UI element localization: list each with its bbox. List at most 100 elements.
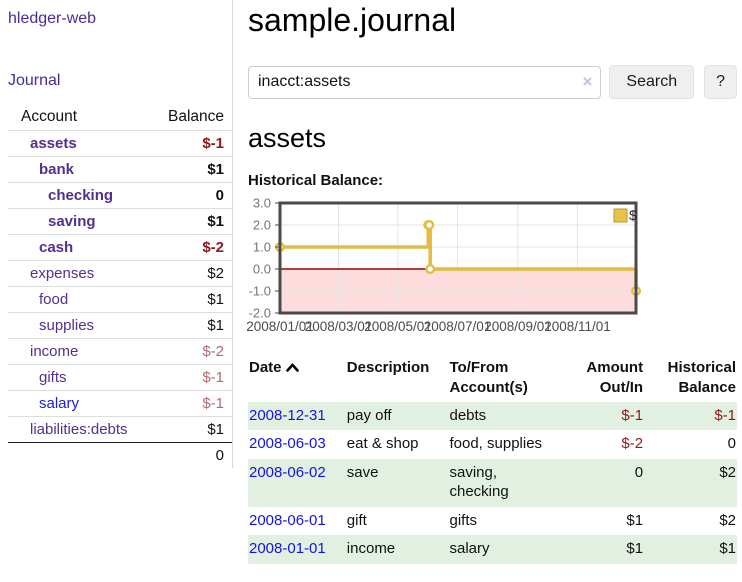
account-link[interactable]: expenses: [30, 265, 95, 282]
accounts-header-balance: Balance: [167, 108, 224, 125]
svg-text:2.0: 2.0: [253, 218, 271, 233]
transaction-description: eat & shop: [346, 435, 419, 453]
transaction-description: income: [345, 535, 449, 564]
accounts-header-row: Account Balance: [8, 104, 232, 131]
chart-title: Historical Balance:: [248, 172, 384, 189]
account-row: checking 0: [8, 182, 232, 209]
accounts-header-account: Account: [21, 108, 78, 125]
account-balance: $-2: [202, 239, 224, 256]
transaction-balance: 0: [727, 435, 736, 453]
account-row: saving $1: [8, 208, 232, 235]
main-panel: sample.journal × Search ? assets Histori…: [246, 0, 737, 564]
account-link[interactable]: supplies: [39, 317, 95, 334]
account-balance: $2: [207, 265, 224, 282]
account-link[interactable]: liabilities:debts: [30, 421, 128, 438]
svg-text:-1.0: -1.0: [249, 284, 271, 299]
account-row: assets $-1: [8, 130, 232, 157]
account-balance: $1: [207, 161, 224, 178]
svg-text:2008/03/01: 2008/03/01: [305, 319, 373, 334]
account-row: salary $-1: [8, 390, 232, 417]
register-header-balance: Historical Balance: [667, 359, 736, 397]
app-title-link[interactable]: hledger-web: [8, 10, 97, 27]
account-heading: assets: [248, 123, 327, 153]
account-row: income $-2: [8, 338, 232, 365]
transaction-row: 2008-06-02 save saving, checking 0 $2: [248, 459, 737, 507]
accounts-table: Account Balance assets $-1 bank $1 checking 0…: [8, 104, 232, 468]
transaction-balance: $2: [719, 511, 736, 529]
account-link[interactable]: bank: [39, 161, 75, 178]
account-balance: $-2: [202, 343, 224, 360]
sidebar-item-journal[interactable]: Journal: [8, 72, 61, 89]
account-row: cash $-2: [8, 234, 232, 261]
account-row: supplies $1: [8, 312, 232, 339]
clear-search-icon[interactable]: ×: [582, 71, 593, 91]
search-form: × Search ?: [248, 65, 737, 99]
transaction-date-link[interactable]: 2008-06-02: [249, 464, 326, 481]
transaction-accounts: debts: [448, 401, 561, 431]
transaction-accounts: gifts: [449, 511, 477, 529]
transaction-row: 2008-12-31 pay off debts $-1 $-1: [248, 401, 737, 431]
transaction-amount: 0: [560, 459, 645, 507]
svg-text:2008/09/01: 2008/09/01: [484, 319, 552, 334]
historical-balance-chart: $3.0 2.0 1.0 0.0 -1.0 -2.02008/01/012008/03/0…: [246, 196, 642, 334]
account-link[interactable]: cash: [39, 239, 74, 256]
account-balance: $1: [207, 421, 224, 438]
transaction-date-link[interactable]: 2008-01-01: [249, 540, 326, 558]
transaction-balance: $2: [644, 459, 737, 507]
account-link[interactable]: assets: [30, 135, 77, 152]
account-link[interactable]: gifts: [39, 369, 67, 386]
register-header-accounts: To/From Account(s): [449, 359, 528, 397]
svg-text:2008/05/01: 2008/05/01: [364, 319, 432, 334]
transaction-amount: $-1: [560, 401, 645, 431]
transaction-amount: $1: [626, 511, 644, 529]
svg-text:2008/11/01: 2008/11/01: [544, 319, 611, 334]
account-balance: $-1: [202, 395, 224, 412]
transaction-amount: $1: [560, 535, 645, 564]
transaction-accounts: food, supplies: [449, 435, 543, 453]
account-balance: $-1: [202, 135, 224, 152]
transaction-balance: $-1: [644, 401, 737, 431]
transaction-date-link[interactable]: 2008-12-31: [249, 406, 326, 424]
svg-text:3.0: 3.0: [253, 196, 271, 211]
transaction-amount: $-2: [621, 435, 644, 453]
account-link[interactable]: checking: [48, 187, 114, 204]
transaction-row: 2008-06-01 gift gifts $1 $2: [248, 507, 737, 536]
account-row: liabilities:debts $1: [8, 416, 232, 443]
transaction-date-link[interactable]: 2008-06-03: [249, 435, 326, 453]
account-link[interactable]: income: [30, 343, 79, 360]
accounts-total-value: 0: [8, 442, 232, 468]
svg-text:-2.0: -2.0: [249, 306, 271, 321]
accounts-total-row: 0: [8, 442, 232, 468]
account-row: gifts $-1: [8, 364, 232, 391]
account-balance: $1: [207, 291, 224, 308]
transaction-accounts: saving, checking: [448, 459, 561, 507]
svg-text:2008/01/01: 2008/01/01: [246, 319, 314, 334]
svg-text:0.0: 0.0: [253, 262, 271, 277]
sidebar: hledger-web Journal Account Balance asse…: [0, 0, 233, 468]
register-header-date[interactable]: Date: [248, 355, 346, 402]
page-title: sample.journal: [248, 2, 457, 38]
svg-text:2008/07/01: 2008/07/01: [424, 319, 492, 334]
transaction-balance: $1: [644, 535, 737, 564]
transaction-description: pay off: [345, 401, 449, 431]
account-row: food $1: [8, 286, 232, 313]
transaction-row: 2008-01-01 income salary $1 $1: [248, 535, 737, 564]
account-balance: $1: [207, 317, 224, 334]
register-table: Date Description To/From Account(s) Amou…: [248, 355, 737, 564]
account-link[interactable]: food: [39, 291, 69, 308]
search-button[interactable]: Search: [609, 65, 695, 99]
transaction-date-link[interactable]: 2008-06-01: [249, 511, 326, 529]
account-row: expenses $2: [8, 260, 232, 287]
svg-text:$: $: [629, 207, 637, 223]
help-button[interactable]: ?: [704, 65, 737, 99]
svg-text:1.0: 1.0: [253, 240, 271, 255]
search-input[interactable]: [248, 65, 602, 99]
transaction-description: save: [345, 459, 449, 507]
account-link[interactable]: saving: [48, 213, 96, 230]
account-balance: $1: [207, 213, 224, 230]
account-link[interactable]: salary: [39, 395, 80, 412]
account-balance: 0: [215, 187, 224, 204]
transaction-accounts: salary: [448, 535, 561, 564]
register-header-description: Description: [346, 359, 430, 376]
sort-ascending-icon: [285, 358, 299, 378]
